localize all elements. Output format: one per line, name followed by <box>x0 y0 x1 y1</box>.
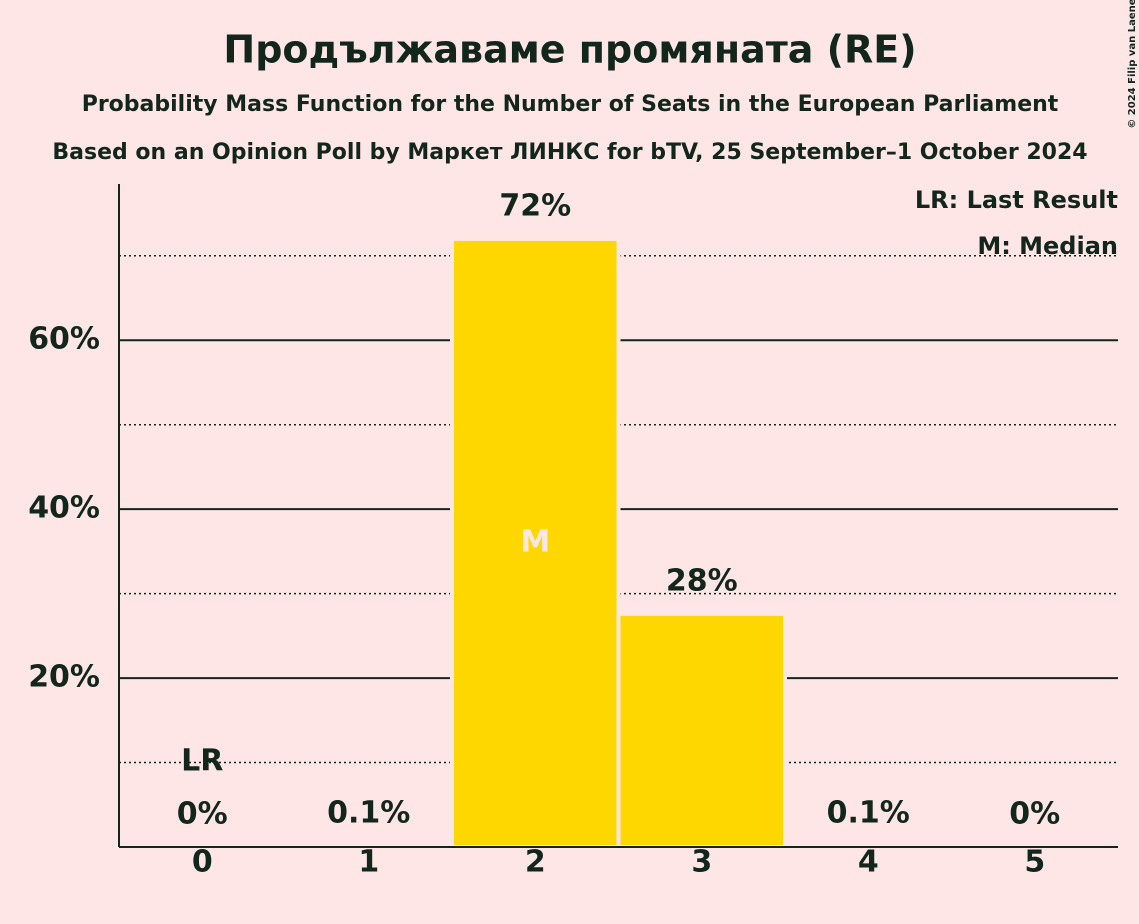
x-tick-label: 4 <box>858 845 879 880</box>
data-label: 0% <box>1009 797 1060 832</box>
chart-title: Продължаваме промяната (RE) <box>223 28 916 72</box>
x-tick-label: 5 <box>1024 845 1045 880</box>
x-tick-label: 0 <box>192 845 213 880</box>
data-label: 0% <box>177 797 228 832</box>
bar <box>450 236 621 850</box>
data-label: 28% <box>666 563 738 598</box>
data-label: 0.1% <box>827 796 910 831</box>
copyright: © 2024 Filip van Laenen <box>1127 0 1138 129</box>
last-result-marker: LR <box>181 744 223 779</box>
median-marker: M <box>520 524 550 559</box>
x-tick-label: 3 <box>691 845 712 880</box>
legend-entry: M: Median <box>977 232 1118 260</box>
data-label: 0.1% <box>327 796 410 831</box>
chart-subtitle: Based on an Opinion Poll by Маркет ЛИНКС… <box>52 140 1087 165</box>
y-tick-label: 40% <box>28 491 100 526</box>
y-tick-label: 20% <box>28 660 100 695</box>
y-tick-label: 60% <box>28 322 100 357</box>
chart-subtitle: Probability Mass Function for the Number… <box>82 92 1059 117</box>
data-label: 72% <box>499 188 571 223</box>
x-tick-label: 1 <box>358 845 379 880</box>
bar <box>616 611 787 850</box>
x-tick-label: 2 <box>525 845 546 880</box>
legend-entry: LR: Last Result <box>915 186 1118 214</box>
